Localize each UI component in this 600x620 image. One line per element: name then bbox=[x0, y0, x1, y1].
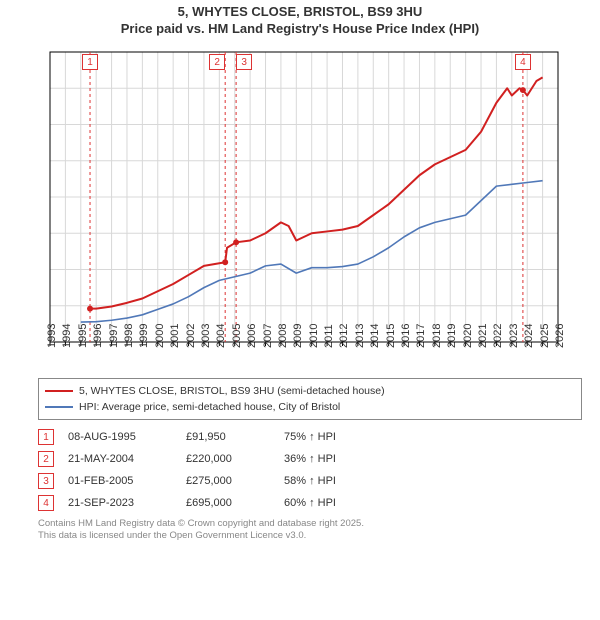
sale-marker-1: 1 bbox=[82, 54, 98, 70]
sale-row-pct: 60% ↑ HPI bbox=[284, 497, 374, 509]
chart-title-line2: Price paid vs. HM Land Registry's House … bbox=[0, 19, 600, 36]
sale-row-marker: 4 bbox=[38, 495, 54, 511]
price-chart-svg bbox=[0, 42, 560, 372]
data-footnote: Contains HM Land Registry data © Crown c… bbox=[38, 518, 600, 542]
chart-legend: 5, WHYTES CLOSE, BRISTOL, BS9 3HU (semi-… bbox=[38, 378, 582, 420]
chart-title-line1: 5, WHYTES CLOSE, BRISTOL, BS9 3HU bbox=[0, 0, 600, 19]
sale-row-price: £275,000 bbox=[186, 475, 276, 487]
sale-row-date: 01-FEB-2005 bbox=[68, 475, 178, 487]
chart-area: £0£100K£200K£300K£400K£500K£600K£700K£80… bbox=[0, 42, 600, 372]
legend-label: 5, WHYTES CLOSE, BRISTOL, BS9 3HU (semi-… bbox=[79, 385, 385, 397]
sale-row-date: 08-AUG-1995 bbox=[68, 431, 178, 443]
legend-item: HPI: Average price, semi-detached house,… bbox=[45, 399, 575, 415]
sales-table: 1 08-AUG-1995 £91,950 75% ↑ HPI 2 21-MAY-2004… bbox=[38, 426, 600, 514]
sale-row-date: 21-MAY-2004 bbox=[68, 453, 178, 465]
sale-row-pct: 75% ↑ HPI bbox=[284, 431, 374, 443]
sale-row: 1 08-AUG-1995 £91,950 75% ↑ HPI bbox=[38, 426, 600, 448]
sale-marker-2: 2 bbox=[209, 54, 225, 70]
sale-row-price: £220,000 bbox=[186, 453, 276, 465]
sale-row-date: 21-SEP-2023 bbox=[68, 497, 178, 509]
sale-row: 2 21-MAY-2004 £220,000 36% ↑ HPI bbox=[38, 448, 600, 470]
sale-row-price: £91,950 bbox=[186, 431, 276, 443]
sale-row-pct: 58% ↑ HPI bbox=[284, 475, 374, 487]
sale-row-marker: 2 bbox=[38, 451, 54, 467]
sale-row: 4 21-SEP-2023 £695,000 60% ↑ HPI bbox=[38, 492, 600, 514]
legend-item: 5, WHYTES CLOSE, BRISTOL, BS9 3HU (semi-… bbox=[45, 383, 575, 399]
sale-row-pct: 36% ↑ HPI bbox=[284, 453, 374, 465]
sale-marker-3: 3 bbox=[236, 54, 252, 70]
sale-row-price: £695,000 bbox=[186, 497, 276, 509]
legend-swatch bbox=[45, 390, 73, 392]
footnote-line2: This data is licensed under the Open Gov… bbox=[38, 530, 600, 542]
legend-label: HPI: Average price, semi-detached house,… bbox=[79, 401, 340, 413]
sale-row-marker: 3 bbox=[38, 473, 54, 489]
legend-swatch bbox=[45, 406, 73, 408]
sale-marker-4: 4 bbox=[515, 54, 531, 70]
sale-row-marker: 1 bbox=[38, 429, 54, 445]
footnote-line1: Contains HM Land Registry data © Crown c… bbox=[38, 518, 600, 530]
sale-row: 3 01-FEB-2005 £275,000 58% ↑ HPI bbox=[38, 470, 600, 492]
